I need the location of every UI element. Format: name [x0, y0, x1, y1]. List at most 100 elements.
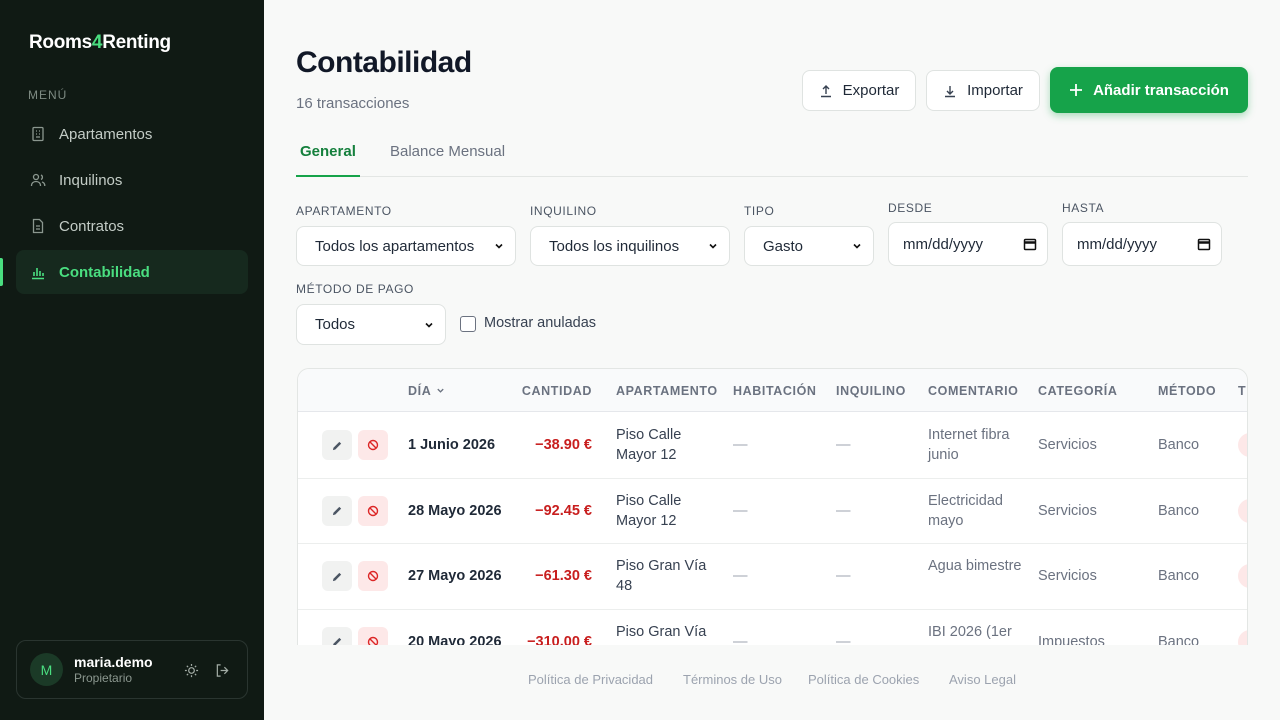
calendar-icon [1023, 238, 1037, 251]
column-header: INQUILINO [836, 369, 906, 412]
edit-button[interactable] [322, 495, 352, 526]
void-button[interactable] [358, 626, 388, 645]
button-text: Añadir transacción [1093, 81, 1229, 99]
column-header: TIPO [1238, 369, 1247, 412]
void-button[interactable] [358, 495, 388, 526]
filter-value: Todos los apartamentos [315, 237, 475, 255]
edit-button[interactable] [322, 430, 352, 460]
filter-input[interactable]: mm/dd/yyyy [1062, 222, 1222, 266]
cell-category: Impuestos [1038, 633, 1105, 646]
type-badge [1238, 433, 1247, 457]
column-header: COMENTARIO [928, 369, 1019, 412]
tab[interactable]: Balance Mensual [390, 143, 506, 160]
edit-button[interactable] [322, 561, 352, 591]
edit-button[interactable] [322, 626, 352, 645]
chevron [853, 243, 861, 249]
cell-date: 1 Junio 2026 [408, 437, 496, 453]
cell-category: Servicios [1038, 568, 1097, 584]
menu-text: Apartamentos [59, 125, 153, 143]
chevron [495, 243, 503, 249]
button-text: Exportar [842, 82, 900, 99]
cell-date: 27 Mayo 2026 [408, 568, 502, 584]
page-title: Contabilidad [296, 46, 472, 79]
column-header: APARTAMENTO [616, 369, 718, 412]
brand-text: Renting [102, 32, 171, 53]
cell-method: Banco [1158, 568, 1200, 584]
checkbox[interactable] [460, 316, 476, 332]
filter-label: HASTA [1062, 201, 1105, 215]
footer-link[interactable]: Política de Cookies [808, 672, 920, 687]
cell-tenant: — [836, 633, 851, 646]
tab[interactable]: General [300, 143, 356, 160]
filter-input[interactable]: Todos los apartamentos [296, 226, 516, 266]
column-title: TIPO [1238, 383, 1247, 398]
cell-comment: Internet fibra junio [928, 427, 1010, 463]
edit-icon [332, 441, 341, 450]
avatar: M [30, 653, 63, 686]
filter-label: INQUILINO [530, 204, 597, 218]
column-header: MÉTODO [1158, 369, 1216, 412]
theme-toggle[interactable] [184, 663, 199, 678]
filter-input[interactable]: Todos los inquilinos [530, 226, 730, 266]
filter-label: TIPO [744, 204, 775, 218]
cell-room: — [733, 437, 748, 453]
cell-amount: −310.00 € [527, 633, 592, 646]
column-header: HABITACIÓN [733, 369, 817, 412]
footer-link[interactable]: Aviso Legal [949, 672, 1016, 687]
cell-tenant: — [836, 568, 851, 584]
column-title: CATEGORÍA [1038, 383, 1118, 398]
row-divider [298, 543, 1247, 544]
user-name: maria.demo [74, 654, 153, 670]
cell-method: Banco [1158, 633, 1200, 646]
footer-link[interactable]: Política de Privacidad [528, 672, 654, 687]
type-badge [1238, 629, 1247, 645]
active-indicator [0, 258, 3, 286]
cell-apartment: Piso Calle Mayor 12 [616, 492, 682, 529]
brand-text: 4 [91, 32, 103, 53]
row-divider [298, 477, 1247, 479]
import-button[interactable]: Importar [926, 70, 1040, 111]
menu-text: Contratos [59, 217, 125, 235]
edit-icon [332, 637, 341, 645]
void-icon [367, 636, 379, 645]
menu-item[interactable]: Contratos [16, 204, 248, 248]
column-header: CATEGORÍA [1038, 369, 1117, 412]
filter-value: mm/dd/yyyy [903, 235, 984, 253]
void-icon [367, 439, 379, 451]
menu-label: MENÚ [28, 88, 68, 102]
filter-input[interactable]: Gasto [744, 226, 874, 266]
cell-category: Servicios [1038, 502, 1097, 519]
menu-item[interactable]: Inquilinos [16, 158, 248, 202]
footer-link[interactable]: Términos de Uso [683, 672, 782, 687]
void-button[interactable] [358, 561, 388, 591]
cell-room: — [733, 568, 748, 584]
cell-date: 28 Mayo 2026 [408, 502, 502, 519]
column-header[interactable]: DÍA [408, 369, 445, 412]
void-button[interactable] [358, 430, 388, 460]
add-button[interactable]: Añadir transacción [1050, 67, 1248, 113]
menu-item[interactable]: Contabilidad [16, 250, 248, 294]
type-badge [1238, 564, 1247, 588]
sort-icon [437, 388, 445, 393]
column-title: DÍA [408, 383, 432, 398]
page-subtitle: 16 transacciones [296, 95, 410, 112]
logout[interactable] [215, 663, 230, 678]
filter-input[interactable]: Todos [296, 304, 446, 345]
filter-label: APARTAMENTO [296, 204, 392, 218]
menu-item[interactable]: Apartamentos [16, 112, 248, 156]
menu-text: Inquilinos [59, 171, 123, 189]
calendar-icon [1197, 238, 1211, 251]
user-card: M maria.demo Propietario [16, 640, 248, 699]
cell-comment: Electricidad mayo [928, 492, 1003, 529]
filter-value: mm/dd/yyyy [1077, 235, 1158, 253]
cell-tenant: — [836, 502, 851, 519]
brand[interactable]: Rooms4Renting [29, 32, 171, 54]
column-title: CANTIDAD [521, 383, 592, 398]
column-title: COMENTARIO [928, 383, 1019, 398]
filter-label: MÉTODO DE PAGO [296, 282, 414, 296]
export-button[interactable]: Exportar [802, 70, 916, 111]
menu-text: Contabilidad [59, 263, 150, 281]
filter-input[interactable]: mm/dd/yyyy [888, 222, 1048, 266]
filter-label: DESDE [888, 201, 933, 215]
